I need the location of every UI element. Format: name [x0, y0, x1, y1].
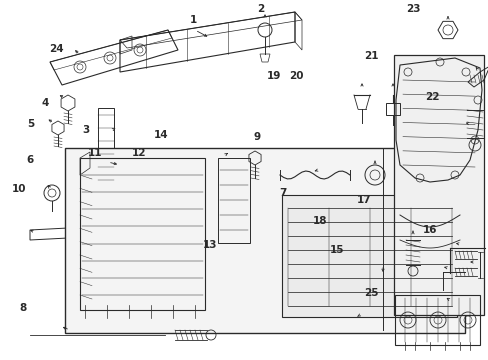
Bar [88, 200, 116, 220]
Text: 25: 25 [364, 288, 378, 298]
Bar [393, 55, 483, 315]
Text: 7: 7 [278, 188, 286, 198]
Text: 3: 3 [82, 125, 89, 135]
Text: 9: 9 [253, 132, 260, 142]
Bar [282, 195, 456, 317]
Bar [218, 158, 249, 243]
Text: 19: 19 [266, 71, 281, 81]
Text: 18: 18 [312, 216, 327, 226]
Text: 23: 23 [405, 4, 420, 14]
Text: 16: 16 [422, 225, 437, 235]
Text: 5: 5 [27, 119, 34, 129]
Text: 24: 24 [49, 44, 63, 54]
Bar [65, 148, 464, 333]
Text: 11: 11 [88, 148, 102, 158]
Text: 13: 13 [203, 240, 217, 250]
Bar [88, 178, 116, 208]
Text: 22: 22 [425, 92, 439, 102]
Text: 15: 15 [329, 245, 344, 255]
Text: 8: 8 [20, 303, 27, 313]
Text: 2: 2 [257, 4, 264, 14]
Text: 21: 21 [364, 51, 378, 61]
Text: 14: 14 [154, 130, 168, 140]
Text: 20: 20 [288, 71, 303, 81]
Text: 6: 6 [27, 155, 34, 165]
Bar [385, 103, 399, 115]
Text: 1: 1 [189, 15, 196, 25]
Text: 10: 10 [11, 184, 26, 194]
Bar [98, 108, 114, 188]
Text: 12: 12 [132, 148, 146, 158]
Text: 4: 4 [41, 98, 49, 108]
Text: 17: 17 [356, 195, 371, 205]
